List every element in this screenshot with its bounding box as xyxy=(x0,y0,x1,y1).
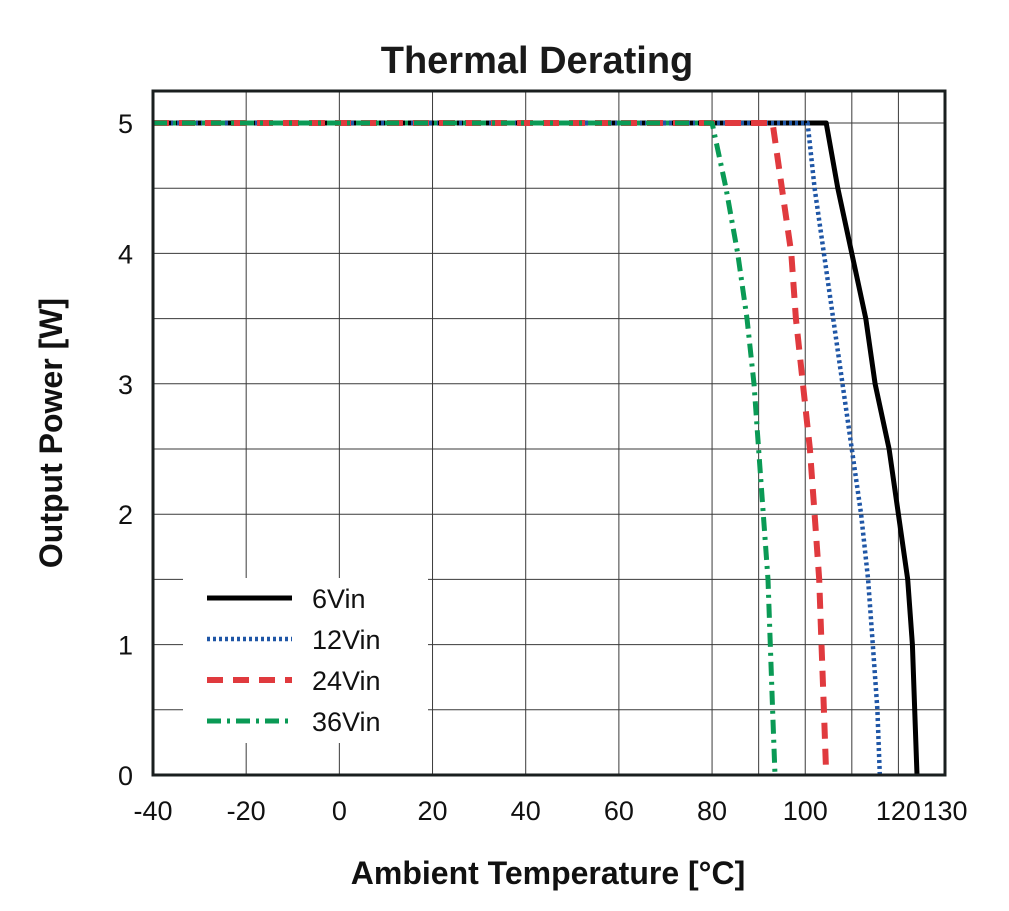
legend-label-24vin: 24Vin xyxy=(312,666,381,696)
series-24vin-line xyxy=(153,120,830,776)
chart-title: Thermal Derating xyxy=(381,40,694,82)
x-tick-label: 20 xyxy=(418,796,448,826)
y-tick-label: 0 xyxy=(118,761,133,791)
x-tick-label: 0 xyxy=(332,796,347,826)
x-tick-label: -40 xyxy=(133,796,172,826)
y-tick-label: 1 xyxy=(118,631,133,661)
legend-label-6vin: 6Vin xyxy=(312,584,366,614)
legend-background xyxy=(183,578,428,743)
y-tick-label: 4 xyxy=(118,239,133,269)
x-tick-label: 120 xyxy=(876,796,921,826)
legend-label-36vin: 36Vin xyxy=(312,707,381,737)
y-tick-label: 5 xyxy=(118,109,133,139)
y-tick-label: 3 xyxy=(118,370,133,400)
legend-label-12vin: 12Vin xyxy=(312,625,381,655)
series-36vin-line xyxy=(153,120,778,776)
series-12vin-line xyxy=(153,120,883,776)
y-tick-labels: 0 1 2 3 4 5 xyxy=(118,109,133,791)
y-tick-label: 2 xyxy=(118,500,133,530)
x-tick-label: 60 xyxy=(604,796,634,826)
x-tick-label: 80 xyxy=(697,796,727,826)
x-tick-label: -20 xyxy=(227,796,266,826)
y-axis-title: Output Power [W] xyxy=(33,298,69,568)
x-tick-label: 130 xyxy=(922,796,967,826)
x-tick-label: 100 xyxy=(783,796,828,826)
legend: 6Vin 12Vin 24Vin 36Vin xyxy=(183,578,428,743)
series-layer xyxy=(153,120,920,776)
plot-border xyxy=(151,89,947,777)
x-axis-title: Ambient Temperature [°C] xyxy=(351,855,745,891)
x-tick-labels: -40 -20 0 20 40 60 80 100 120 130 xyxy=(133,796,967,826)
series-6vin-line xyxy=(153,120,920,776)
x-tick-label: 40 xyxy=(511,796,541,826)
